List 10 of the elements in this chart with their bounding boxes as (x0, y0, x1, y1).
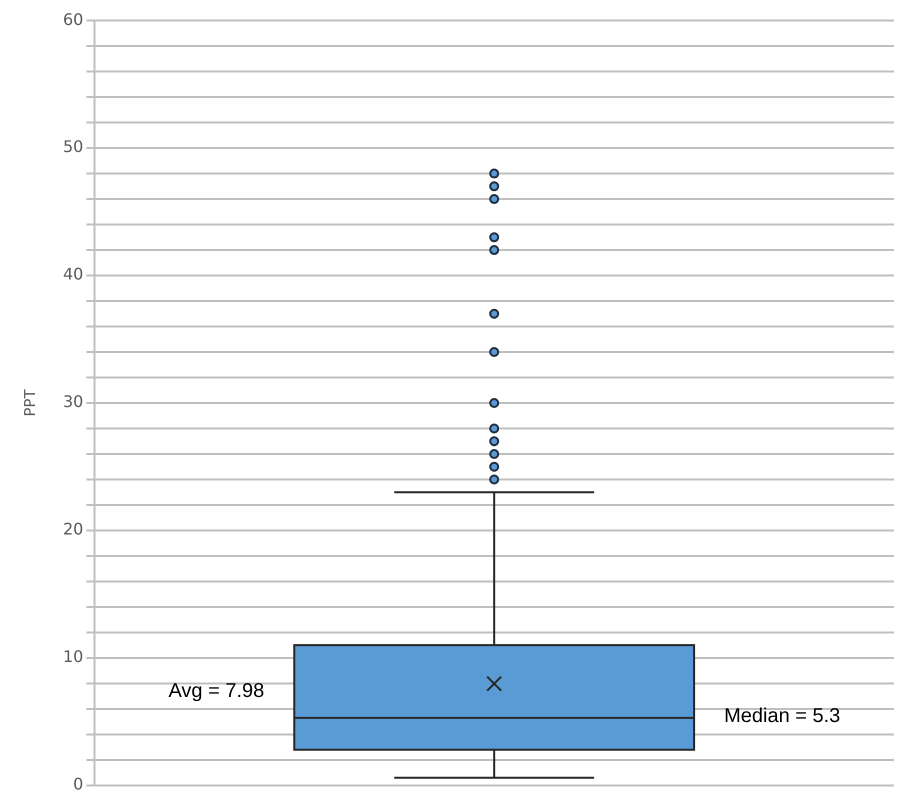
y-axis-title: PPT (20, 388, 39, 417)
y-tick-label: 10 (63, 647, 84, 666)
y-tick-label: 0 (73, 774, 84, 794)
y-tick-label: 20 (63, 520, 84, 539)
annotation: Avg = 7.98 (168, 680, 264, 702)
y-tick-label: 60 (63, 10, 84, 29)
y-tick-label: 50 (63, 137, 84, 156)
y-tick-label: 40 (63, 264, 84, 284)
annotation: Median = 5.3 (724, 705, 840, 728)
y-tick-label: 30 (63, 392, 84, 412)
